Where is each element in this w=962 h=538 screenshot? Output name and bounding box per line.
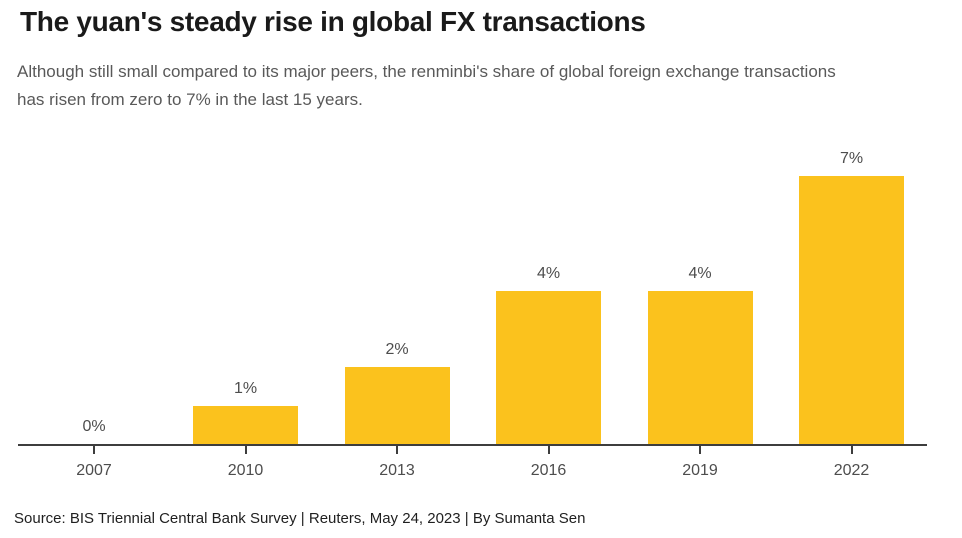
value-label-2010: 1% bbox=[233, 380, 258, 397]
x-axis-tick-2010 bbox=[244, 446, 247, 454]
x-axis-line bbox=[18, 444, 927, 446]
x-axis-label-2007: 2007 bbox=[76, 462, 112, 479]
x-axis-tick-2013 bbox=[396, 446, 398, 454]
x-axis-tick-2022 bbox=[850, 446, 853, 454]
x-axis-label-2022: 2022 bbox=[833, 462, 870, 479]
bar-2013 bbox=[344, 367, 450, 444]
value-label-2016: 4% bbox=[536, 265, 561, 282]
bar-2019 bbox=[647, 291, 753, 444]
x-axis-tick-2019 bbox=[699, 446, 701, 454]
chart-title: The yuan's steady rise in global FX tran… bbox=[20, 6, 646, 37]
value-label-2013: 2% bbox=[385, 341, 409, 358]
x-axis-label-2013: 2013 bbox=[379, 462, 415, 479]
value-label-2019: 4% bbox=[688, 265, 712, 282]
value-label-2007: 0% bbox=[82, 418, 106, 435]
x-axis-label-2019: 2019 bbox=[682, 462, 718, 479]
bar-2016 bbox=[496, 291, 601, 444]
x-axis-tick-2016 bbox=[547, 446, 550, 454]
x-axis-label-2010: 2010 bbox=[227, 462, 264, 479]
x-axis-tick-2007 bbox=[93, 446, 95, 454]
bar-2010 bbox=[193, 406, 298, 444]
bar-2022 bbox=[799, 176, 904, 444]
chart-subtitle: Although still small compared to its maj… bbox=[17, 62, 836, 109]
source-attribution: Source: BIS Triennial Central Bank Surve… bbox=[14, 510, 586, 527]
x-axis-label-2016: 2016 bbox=[530, 462, 567, 479]
value-label-2022: 7% bbox=[839, 150, 864, 167]
